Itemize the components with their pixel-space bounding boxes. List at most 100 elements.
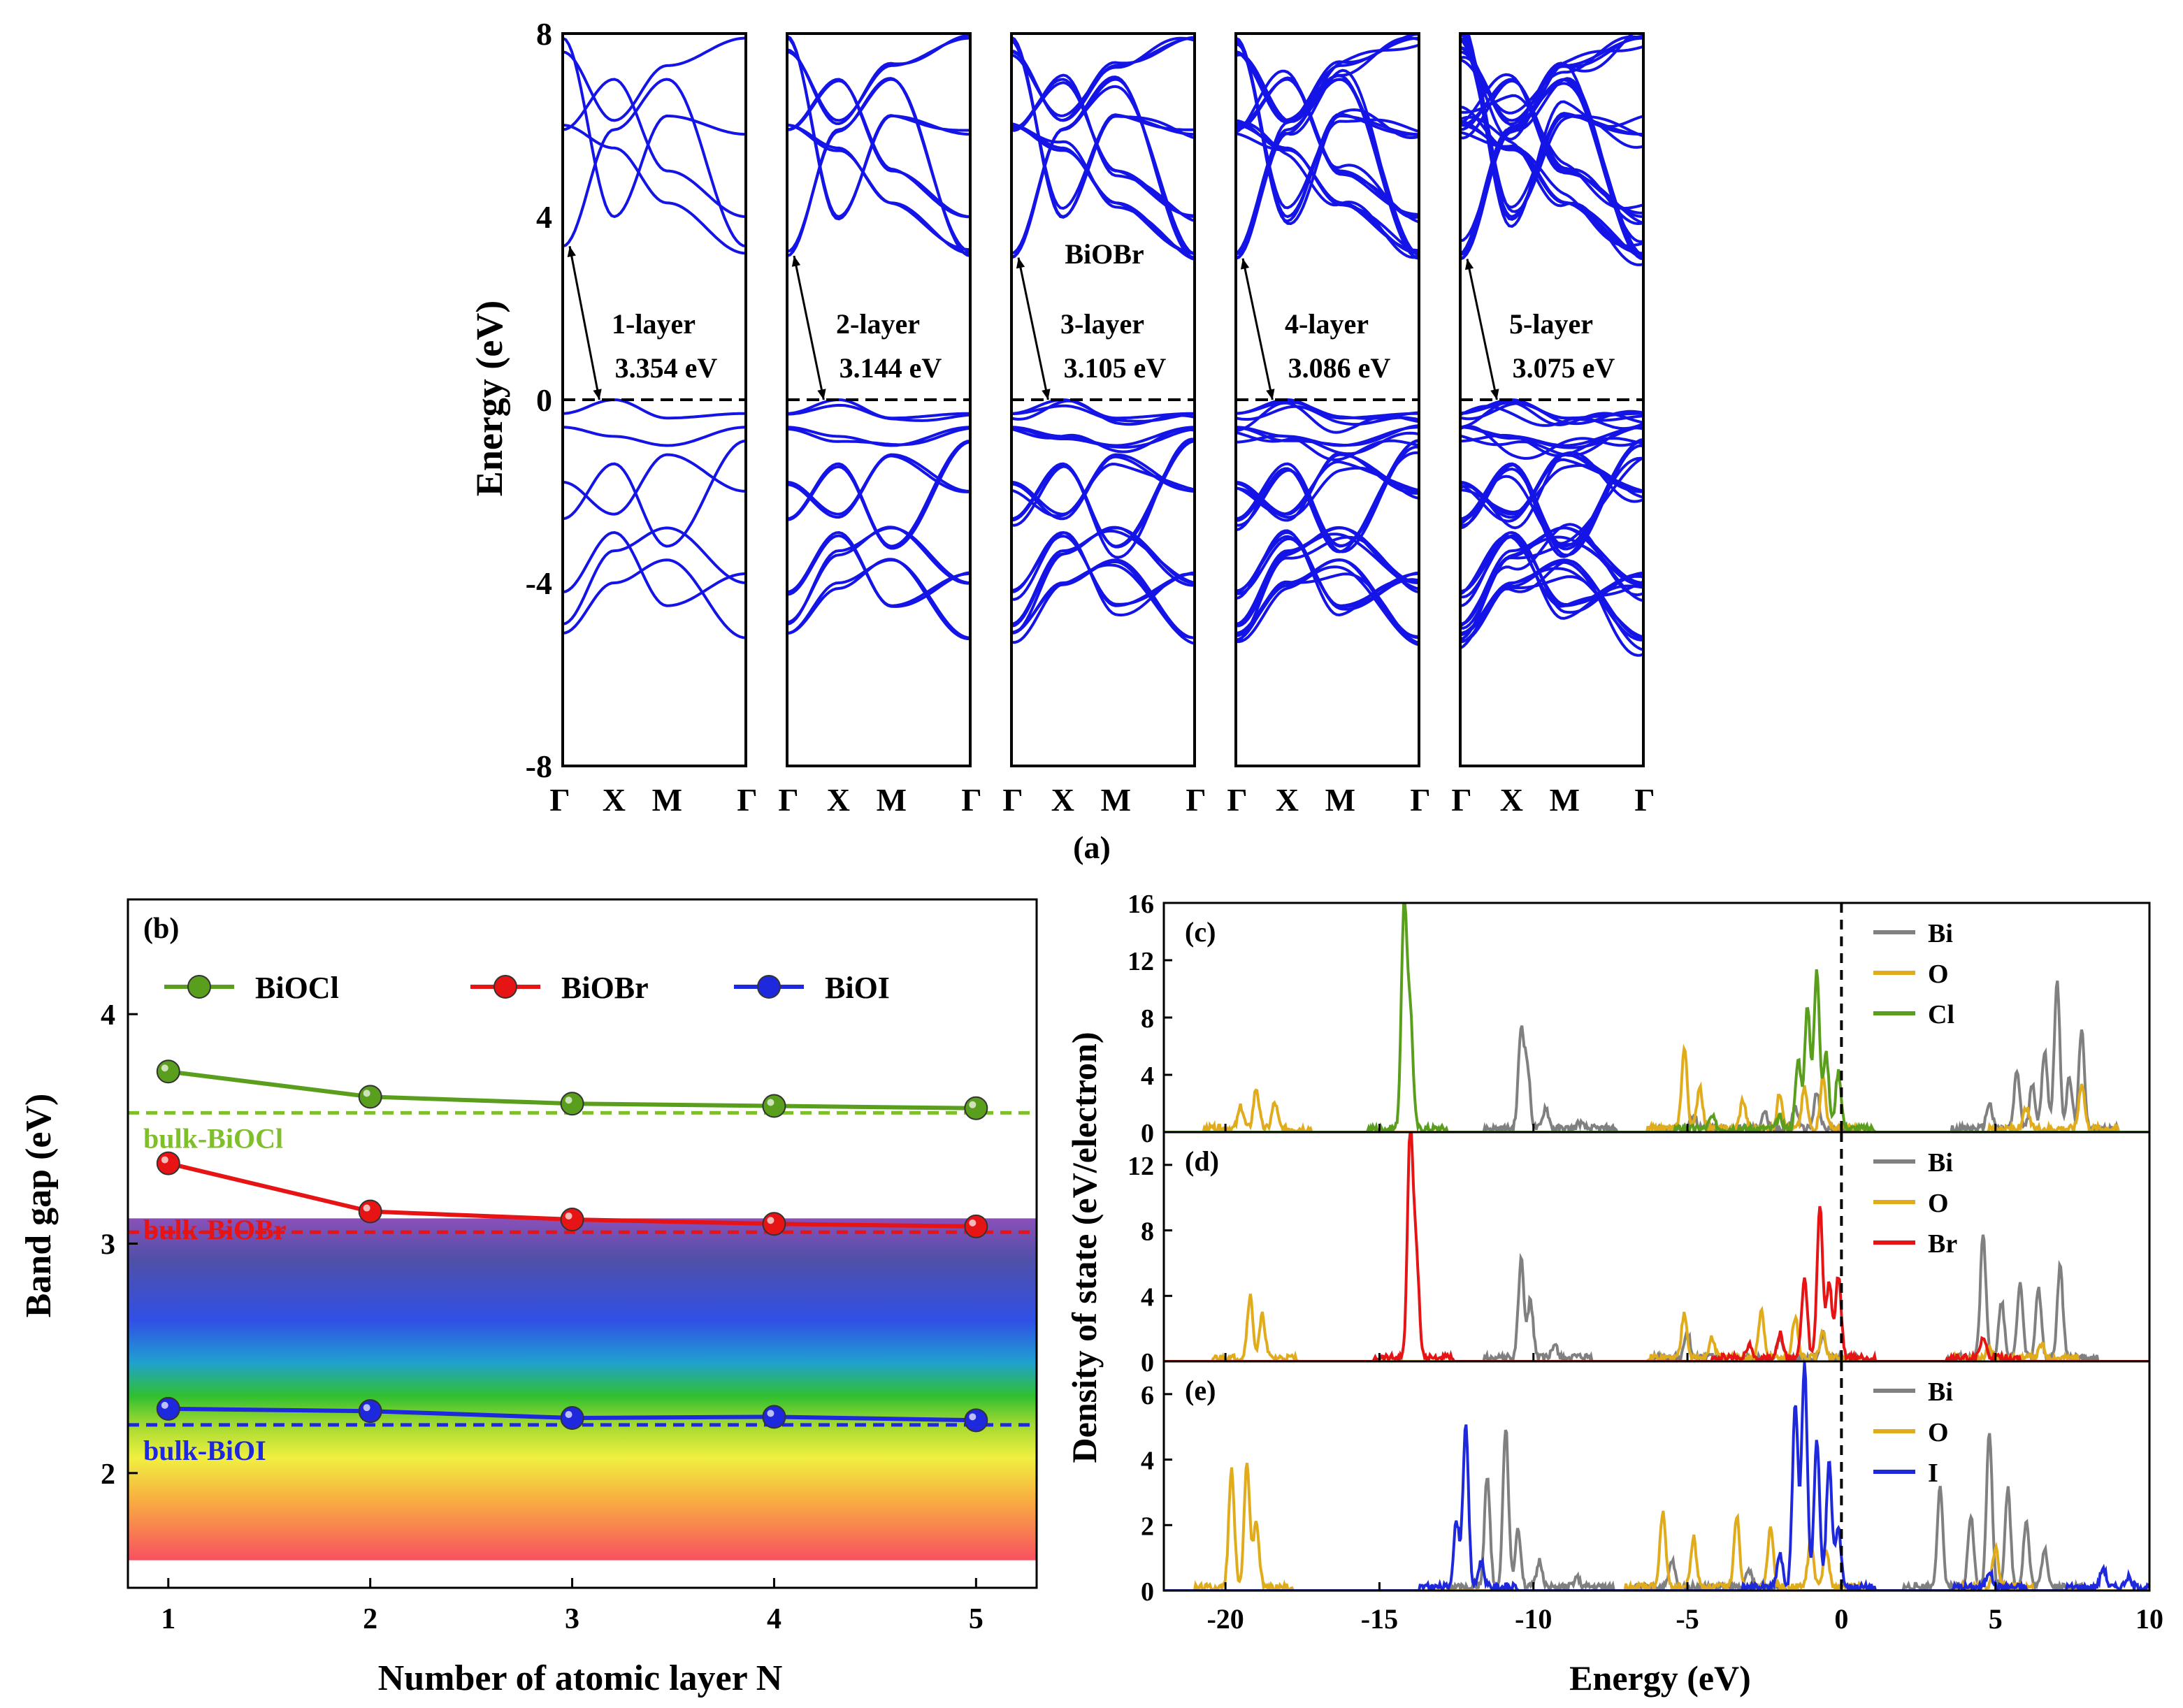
x-tick-label: 4 — [767, 1603, 781, 1635]
legend-marker — [187, 975, 211, 999]
y-tick-label: 16 — [1127, 890, 1154, 919]
data-point — [156, 1396, 180, 1421]
conduction-band — [787, 34, 970, 126]
gap-arrow-line — [1241, 258, 1274, 400]
legend-label: BiOI — [825, 971, 890, 1005]
dos-curve — [1164, 980, 2149, 1132]
gap-value-label: 3.105 eV — [1064, 352, 1167, 384]
valence-band — [787, 426, 970, 447]
data-point-highlight — [363, 1090, 370, 1097]
x-tick-label: 2 — [363, 1603, 377, 1635]
dos-subplot-3: 0 2 4 6 (e) Bi OI — [1141, 1360, 2151, 1607]
valence-band — [1011, 531, 1195, 617]
valence-band — [563, 440, 746, 548]
data-point — [762, 1405, 786, 1429]
conduction-band — [787, 36, 970, 122]
gap-arrow-head — [1016, 257, 1025, 269]
conduction-band — [1011, 36, 1195, 122]
y-tick-label: 8 — [1141, 1217, 1154, 1247]
gap-arrow-head — [1490, 389, 1499, 400]
k-point-label: M — [1550, 782, 1580, 818]
band-lines — [1460, 34, 1643, 657]
valence-band — [1236, 405, 1419, 426]
gap-arrow-head — [817, 389, 826, 400]
data-point — [762, 1094, 786, 1118]
conduction-band — [1011, 36, 1195, 122]
k-point-label: M — [1325, 782, 1355, 818]
x-tick-label: 10 — [2135, 1603, 2163, 1635]
valence-band — [1011, 437, 1195, 559]
conduction-band — [1236, 43, 1419, 123]
valence-band — [1460, 456, 1643, 545]
x-tick-label: -5 — [1676, 1603, 1699, 1635]
bulk-reference-label: bulk-BiOCl — [143, 1122, 283, 1154]
dos-curve — [1164, 903, 2149, 1132]
k-point-label: M — [877, 782, 907, 818]
k-point-label: Γ — [1410, 782, 1430, 818]
dos-x-axis-label: Energy (eV) — [1569, 1658, 1751, 1698]
k-point-label: Γ — [1186, 782, 1206, 818]
layer-label: 3-layer — [1060, 308, 1144, 340]
data-point — [358, 1085, 382, 1109]
conduction-band — [1236, 68, 1419, 259]
valence-band — [1236, 424, 1419, 447]
dos-subplot-frame — [1162, 902, 2151, 1134]
y-tick-label: -8 — [526, 748, 552, 784]
data-point — [560, 1208, 584, 1232]
data-point-highlight — [565, 1411, 572, 1419]
valence-band — [563, 530, 746, 607]
dos-curve — [1164, 1132, 2149, 1361]
y-tick-label: 12 — [1127, 947, 1154, 976]
bulk-reference-label: bulk-BiOI — [143, 1435, 266, 1466]
valence-band — [563, 453, 746, 516]
data-point-highlight — [161, 1064, 168, 1072]
band-gap-series — [156, 1059, 988, 1433]
x-tick-label: -15 — [1361, 1603, 1398, 1635]
panel-label-b: (b) — [143, 913, 179, 945]
conduction-band — [1460, 115, 1643, 266]
conduction-band — [1011, 124, 1195, 254]
band-gap-y-axis-label: Band gap (eV) — [19, 1094, 59, 1318]
dos-curve — [1164, 1043, 2149, 1132]
data-point — [156, 1059, 180, 1084]
valence-band — [787, 534, 970, 608]
y-tick-label: 0 — [1141, 1577, 1154, 1607]
valence-band — [1460, 523, 1643, 628]
y-tick-label: 0 — [536, 382, 552, 418]
gap-value-label: 3.354 eV — [615, 352, 718, 384]
y-tick-label: 4 — [536, 199, 552, 235]
y-tick-label: 12 — [1127, 1152, 1154, 1181]
conduction-band — [1011, 85, 1195, 258]
data-point-highlight — [161, 1156, 168, 1164]
y-tick-label: 2 — [1141, 1512, 1154, 1541]
data-point-highlight — [161, 1401, 168, 1409]
band-subplot-frame — [1459, 32, 1645, 767]
conduction-band — [1460, 34, 1635, 141]
conduction-band — [563, 36, 746, 219]
gap-value-label: 3.075 eV — [1513, 352, 1615, 384]
dos-y-axis-label: Density of state (eV/electron) — [1065, 1032, 1104, 1463]
x-tick-label: 5 — [969, 1603, 984, 1635]
valence-band — [1460, 425, 1643, 460]
valence-band — [1460, 426, 1643, 457]
valence-band — [1236, 466, 1419, 519]
legend-label: Cl — [1928, 1000, 1954, 1029]
conduction-band — [1236, 78, 1419, 259]
layer-label: 5-layer — [1509, 308, 1593, 340]
k-point-label: M — [1101, 782, 1131, 818]
gap-arrow-head — [1266, 389, 1275, 400]
legend-label: Bi — [1928, 1377, 1953, 1407]
panel-label: (d) — [1185, 1145, 1219, 1177]
gap-arrow-line — [1017, 257, 1049, 400]
conduction-band — [787, 123, 970, 251]
conduction-band — [1011, 122, 1195, 261]
valence-band — [1236, 535, 1419, 643]
layer-label: 4-layer — [1285, 308, 1369, 340]
conduction-band — [1236, 121, 1419, 259]
band-gap-ticks: 1 2 3 4 5 2 3 4 — [101, 999, 984, 1635]
valence-band — [1460, 535, 1643, 608]
valence-band — [787, 526, 970, 624]
valence-band — [563, 558, 746, 639]
panel-label: (c) — [1185, 916, 1216, 948]
